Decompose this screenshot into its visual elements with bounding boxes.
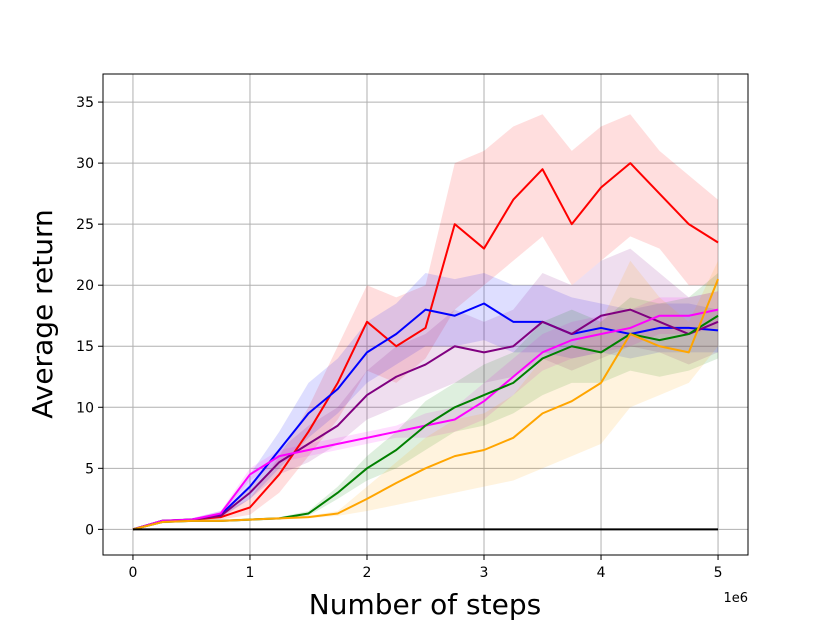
- confidence-band: [132, 260, 719, 530]
- y-tick-label: 35: [76, 95, 94, 111]
- x-offset-label: 1e6: [723, 591, 748, 606]
- y-tick-label: 25: [76, 217, 94, 233]
- x-axis-label: Number of steps: [309, 588, 541, 621]
- confidence-band: [132, 291, 719, 530]
- confidence-band: [132, 114, 719, 530]
- confidence-band: [132, 248, 719, 530]
- y-axis-label: Average return: [26, 209, 59, 419]
- x-tick-label: 3: [480, 565, 489, 581]
- series-line: [132, 302, 719, 531]
- y-tick-label: 0: [85, 522, 94, 538]
- y-tick-label: 20: [76, 278, 94, 294]
- plot-frame: [102, 73, 749, 556]
- confidence-band: [132, 272, 719, 530]
- x-tick-label: 0: [128, 565, 137, 581]
- series-line: [132, 308, 719, 531]
- series-line: [132, 162, 719, 531]
- y-tick-label: 10: [76, 400, 94, 416]
- x-tick-label: 1: [246, 565, 255, 581]
- y-tick-label: 5: [85, 461, 94, 477]
- x-tick-label: 5: [714, 565, 723, 581]
- y-tick-label: 15: [76, 339, 94, 355]
- confidence-band: [132, 272, 719, 530]
- y-tick-label: 30: [76, 156, 94, 172]
- x-tick-label: 4: [597, 565, 606, 581]
- series-line: [132, 278, 719, 531]
- x-tick-label: 2: [363, 565, 372, 581]
